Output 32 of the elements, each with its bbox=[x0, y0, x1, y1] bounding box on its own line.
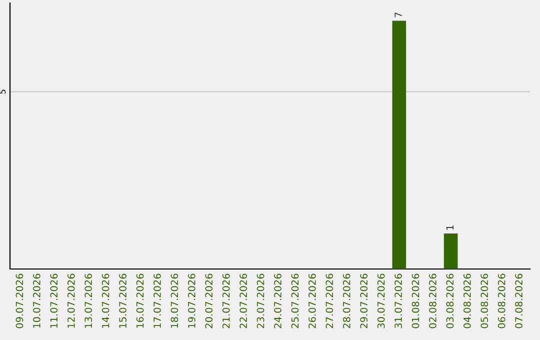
x-tick-label: 19.07.2026 bbox=[188, 274, 196, 328]
x-tick-label: 18.07.2026 bbox=[170, 274, 178, 328]
x-tick-label: 20.07.2026 bbox=[205, 274, 213, 328]
x-tick-label: 05.08.2026 bbox=[480, 274, 488, 328]
x-tick-label: 04.08.2026 bbox=[463, 274, 471, 328]
x-tick-label: 07.08.2026 bbox=[515, 274, 522, 328]
x-tick-label: 16.07.2026 bbox=[136, 274, 144, 328]
x-tick-label: 12.07.2026 bbox=[67, 274, 75, 328]
x-tick-label: 14.07.2026 bbox=[102, 274, 110, 328]
x-tick-label: 30.07.2026 bbox=[377, 274, 385, 328]
x-tick-label: 02.08.2026 bbox=[429, 274, 436, 328]
x-tick-label: 21.07.2026 bbox=[222, 274, 230, 328]
x-tick-label: 03.08.2026 bbox=[446, 274, 454, 328]
x-tick-label: 10.07.2026 bbox=[33, 274, 40, 328]
x-tick-label: 29.07.2026 bbox=[360, 274, 368, 328]
x-tick-label: 01.08.2026 bbox=[412, 274, 420, 328]
x-tick-label: 25.07.2026 bbox=[291, 274, 299, 328]
x-tick-label: 06.08.2026 bbox=[498, 274, 506, 328]
x-tick-label: 09.07.2026 bbox=[16, 274, 24, 328]
x-tick-label: 27.07.2026 bbox=[326, 274, 334, 328]
x-tick-label: 15.07.2026 bbox=[119, 274, 126, 328]
x-tick-label: 23.07.2026 bbox=[256, 274, 264, 328]
x-tick-label: 22.07.2026 bbox=[240, 274, 247, 328]
x-tick-label: 26.07.2026 bbox=[308, 274, 316, 328]
x-tick-label: 24.07.2026 bbox=[274, 274, 282, 328]
x-tick-label: 11.07.2026 bbox=[50, 274, 58, 328]
x-tick-label: 28.07.2026 bbox=[342, 274, 350, 328]
data-label: 7 bbox=[394, 12, 402, 18]
x-tick-label: 31.07.2026 bbox=[394, 274, 402, 328]
x-tick-label: 17.07.2026 bbox=[154, 274, 161, 328]
data-label: 1 bbox=[446, 225, 454, 230]
x-tick-label: 13.07.2026 bbox=[84, 274, 92, 328]
